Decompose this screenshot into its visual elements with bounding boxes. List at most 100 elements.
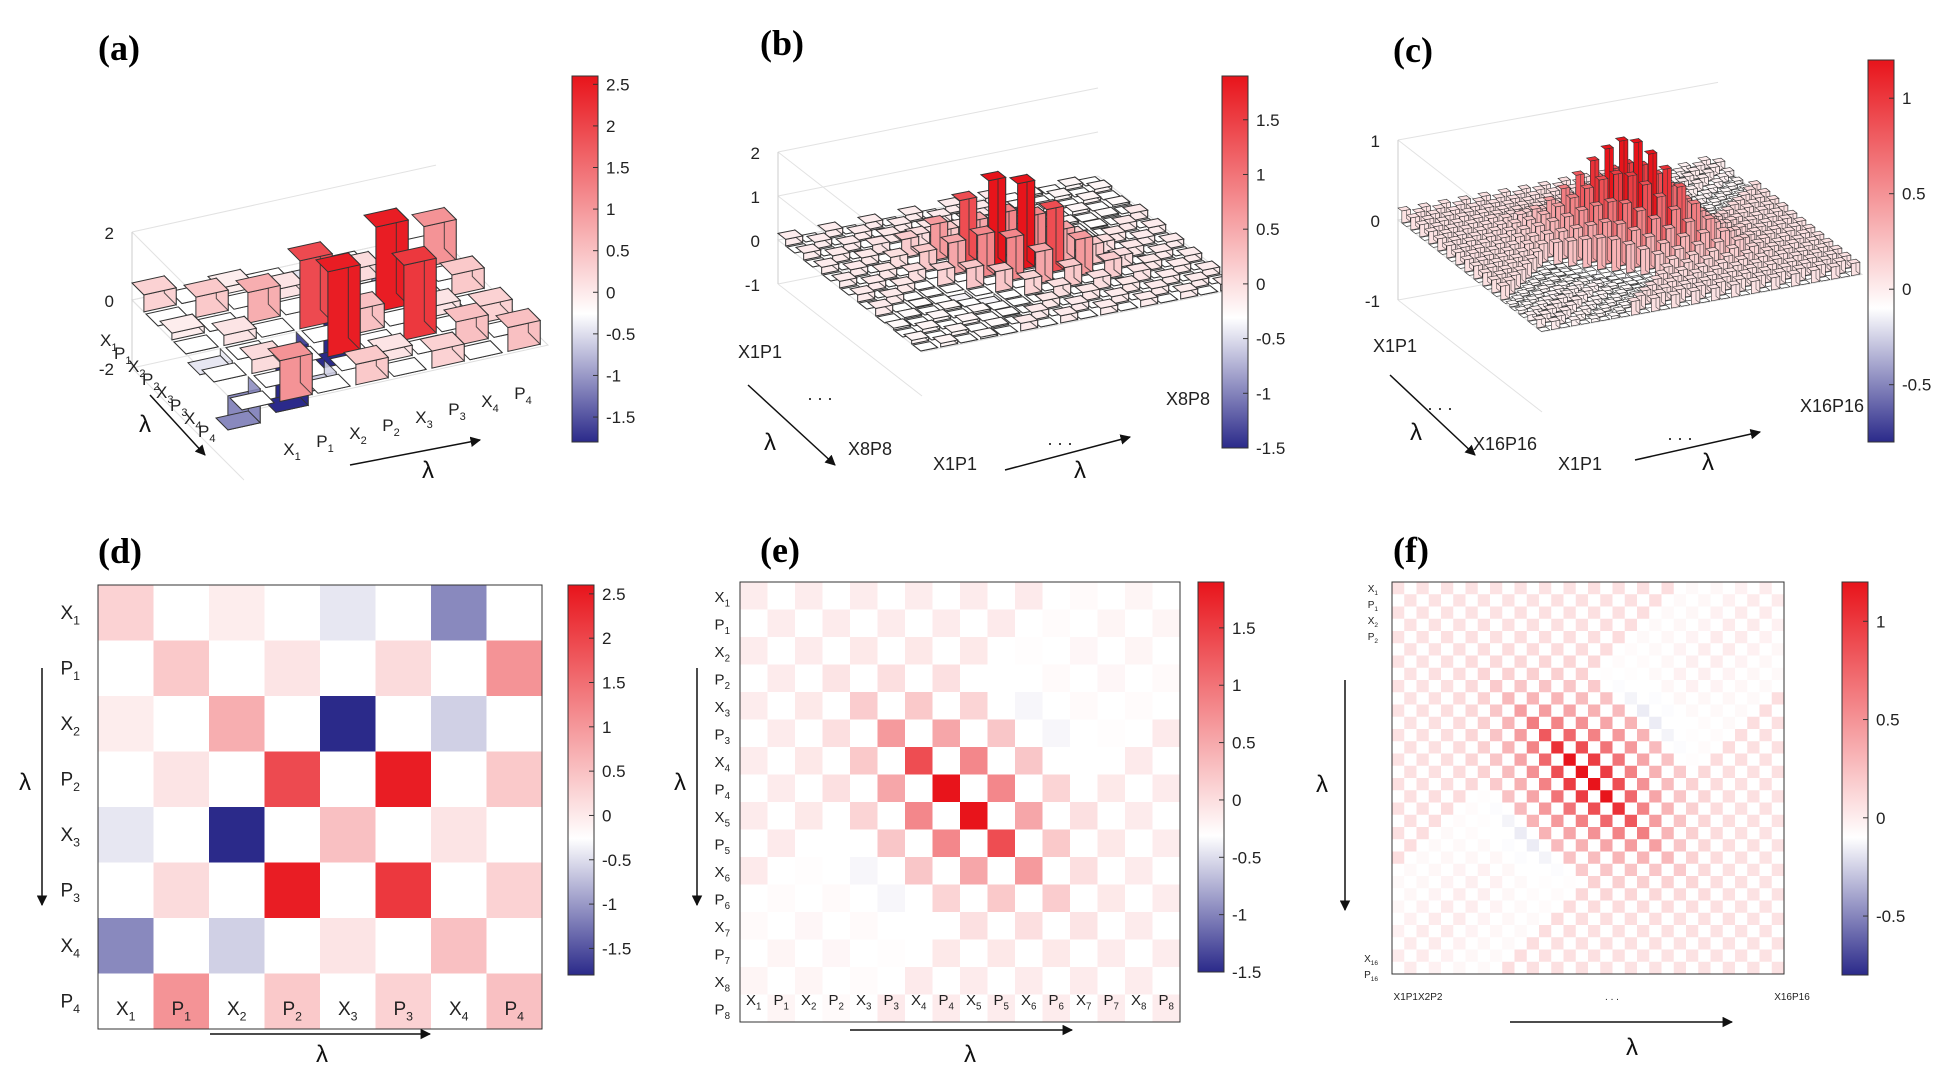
bar-top (1502, 226, 1517, 232)
heatmap-cell (1588, 594, 1601, 607)
bar-top (1175, 246, 1203, 257)
heatmap-cell (1661, 631, 1675, 644)
heatmap-cell (1661, 582, 1675, 595)
heatmap-cell (740, 884, 768, 913)
heatmap-cell (1015, 802, 1043, 830)
bar-top (1559, 289, 1574, 295)
heatmap-cell (1416, 582, 1430, 595)
heatmap-cell (1759, 655, 1773, 669)
heatmap-cell (1042, 967, 1071, 995)
axis-arrow-a-x (349, 436, 482, 466)
heatmap-cell (1588, 655, 1601, 669)
heatmap-cell (987, 664, 1016, 693)
heatmap-cell (877, 884, 906, 913)
bar-top (1565, 284, 1580, 291)
bar-top (1652, 192, 1667, 198)
bar-top (1451, 200, 1466, 206)
heatmap-cell (960, 939, 988, 968)
bar-top (1792, 264, 1807, 270)
colorbar-gradient (571, 75, 599, 443)
bar-top (1714, 258, 1729, 264)
heatmap-cell (1502, 631, 1515, 644)
bar-side (1630, 239, 1636, 273)
y-tick-label-d: X1 (60, 603, 80, 628)
bar-top (1685, 250, 1700, 256)
heatmap-cell (1125, 582, 1153, 610)
bar-top (925, 208, 953, 219)
bar-side (1026, 173, 1036, 268)
heatmap-cell (431, 751, 487, 808)
heatmap-cell (1428, 655, 1442, 669)
heatmap-cell (1686, 643, 1699, 656)
bar-top (1626, 271, 1641, 277)
heatmap-cell (1637, 582, 1650, 595)
heatmap-cell (1416, 741, 1430, 754)
bar-top (852, 248, 880, 259)
bar-top (1638, 180, 1653, 186)
heatmap-cell (1539, 704, 1552, 718)
bar-top (1734, 208, 1749, 214)
bar-top (1543, 304, 1558, 310)
heatmap-cell (767, 582, 796, 610)
bar-top (1551, 202, 1566, 208)
heatmap-cell (1551, 692, 1564, 705)
heatmap-cell (320, 862, 376, 919)
heatmap-cell (1686, 729, 1699, 742)
z-tick-label: 0 (1371, 212, 1380, 231)
heatmap-cell (1661, 692, 1675, 705)
x-tick-label-d: P2 (282, 999, 302, 1024)
heatmap-cell (1551, 618, 1564, 632)
bar-top (1715, 172, 1730, 178)
heatmap-cell (1771, 594, 1785, 607)
heatmap-cell (1563, 667, 1577, 681)
heatmap-cell (740, 609, 768, 638)
bar-top (1754, 252, 1769, 258)
bar-top (1516, 224, 1531, 230)
bar-top (131, 275, 178, 296)
heatmap-cell (822, 609, 851, 638)
bar-top (1507, 270, 1522, 277)
heatmap-cell (1125, 829, 1153, 858)
x-end-label-b2: X8P8 (1166, 389, 1210, 409)
bar-top (1695, 173, 1710, 179)
heatmap-cell (795, 912, 823, 940)
bar-top (1531, 221, 1546, 227)
heatmap-cell (1441, 618, 1454, 632)
bar-top (1690, 240, 1705, 246)
bar-top (1583, 300, 1598, 306)
heatmap-cell (1649, 631, 1662, 644)
heatmap-cell (1600, 618, 1613, 632)
heatmap-cell (1551, 582, 1564, 595)
heatmap-cell (1514, 667, 1528, 681)
bar-top (1666, 290, 1681, 296)
z-tick-label: 1 (1371, 132, 1380, 151)
bar-top (931, 333, 959, 344)
bar-top (1785, 238, 1800, 245)
heatmap-cell (1428, 692, 1442, 705)
bar-top (1531, 185, 1546, 191)
heatmap-cell (1661, 704, 1675, 718)
heatmap-cell (960, 637, 988, 665)
bar-top (1772, 267, 1787, 274)
bar-top (1718, 187, 1733, 193)
heatmap-cell (1624, 680, 1638, 693)
heatmap-cell (795, 802, 823, 830)
heatmap-cell (1015, 884, 1043, 913)
bar-top (885, 216, 913, 227)
heatmap-cell (1698, 643, 1711, 656)
colorbar-tick-label: -0.5 (606, 325, 635, 344)
x-tick-label-d: X3 (338, 999, 358, 1024)
heatmap-cell (1042, 939, 1071, 968)
bar-top (1574, 206, 1589, 212)
heatmap-cell (1392, 704, 1405, 718)
heatmap-cell (1097, 582, 1126, 610)
bar-top (1486, 198, 1501, 204)
heatmap-cell (1551, 643, 1564, 656)
bar-top (1433, 234, 1448, 240)
heatmap-cell (1735, 729, 1748, 742)
bar-top (1467, 231, 1482, 237)
heatmap-cell (1453, 680, 1466, 693)
heatmap-cell (740, 582, 768, 610)
bar-top (1549, 238, 1564, 244)
heatmap-cell (795, 994, 823, 1023)
